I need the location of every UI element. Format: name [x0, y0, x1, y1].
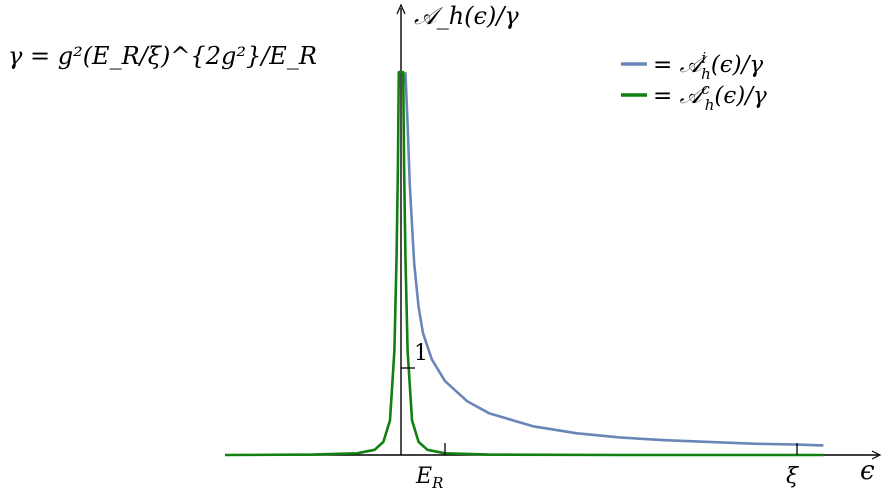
series-layer	[224, 70, 824, 457]
series-line-coherent	[224, 70, 824, 457]
gamma-definition: γ = g²(E_R/ξ)^{2g²}/E_R	[8, 42, 317, 70]
legend-entry-i: = 𝒜i h(ϵ)/γ	[653, 49, 763, 83]
tick-label-er-sub: R	[431, 474, 443, 492]
tick-label-er-main: E	[415, 464, 432, 489]
legend-entry-c-rest: (ϵ)/γ	[714, 83, 767, 109]
legend-entry-c: = 𝒜c h(ϵ)/γ	[653, 80, 767, 114]
tick-label-one: 1	[414, 341, 428, 366]
tick-label-er: ER	[415, 464, 443, 492]
legend-entry-c-sub: h	[705, 96, 715, 114]
tick-layer	[401, 367, 798, 455]
legend-entry-i-sub: h	[701, 65, 711, 83]
series-line-incoherent	[404, 72, 824, 447]
tick-label-xi: ξ	[786, 464, 800, 489]
legend-entry-c-label: = 𝒜	[653, 83, 708, 109]
legend-entry-i-label: = 𝒜	[653, 52, 708, 78]
axes	[228, 3, 882, 460]
y-axis-arrow	[396, 3, 406, 15]
legend: = 𝒜i h(ϵ)/γ = 𝒜c h(ϵ)/γ	[621, 49, 767, 114]
legend-entry-c-sup: c	[701, 80, 710, 98]
legend-entry-i-rest: (ϵ)/γ	[711, 52, 764, 78]
y-axis-label: 𝒜_h(ϵ)/γ	[414, 2, 519, 30]
x-axis-label: ϵ	[860, 456, 875, 486]
x-axis-arrow	[871, 450, 882, 460]
legend-entry-i-sup: i	[701, 49, 706, 67]
